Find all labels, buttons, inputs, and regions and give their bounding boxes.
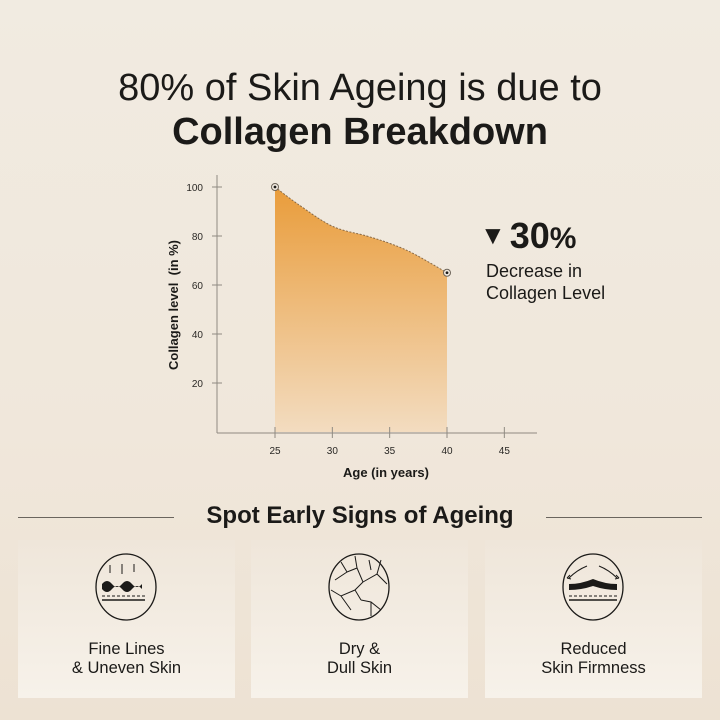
y-tick-label: 80	[192, 232, 204, 243]
x-tick-label: 35	[384, 446, 396, 457]
headline-line1: 80% of Skin Ageing is due to	[118, 67, 602, 109]
card-label-1: Dry &	[338, 640, 381, 658]
cracked-skin-icon	[328, 553, 390, 621]
data-point-dot	[273, 185, 277, 189]
y-tick-label: 40	[192, 330, 204, 341]
y-tick-label: 100	[186, 183, 203, 194]
divider	[546, 517, 702, 518]
stat-caption-2: Collagen Level	[486, 283, 606, 303]
x-tick-label: 30	[327, 446, 339, 457]
collagen-chart: 20 40 60 80 100 25 30 35 40 45 Age (in years) Col…	[166, 175, 537, 480]
stat-value: 30	[509, 215, 550, 256]
x-tick-label: 40	[441, 446, 453, 457]
card-dry-skin: Dry & Dull Skin	[251, 540, 468, 698]
triangle-down-icon: ▼	[480, 220, 506, 250]
stat-caption-1: Decrease in	[486, 261, 583, 281]
card-fine-lines: Fine Lines & Uneven Skin	[18, 540, 235, 698]
card-label-2: Skin Firmness	[541, 659, 646, 677]
y-axis-label: Collagen level (in %)	[166, 240, 181, 370]
sagging-skin-icon	[562, 553, 624, 621]
stat-unit: %	[549, 222, 577, 255]
decrease-stat: ▼ 30% Decrease in Collagen Level	[480, 214, 605, 304]
card-label-1: Fine Lines	[88, 640, 165, 658]
headline-line2: Collagen Breakdown	[172, 111, 548, 153]
data-point-dot	[445, 271, 449, 275]
y-tick-label: 60	[192, 281, 204, 292]
card-label-2: Dull Skin	[326, 659, 393, 677]
y-tick-label: 20	[192, 379, 204, 390]
card-label-2: & Uneven Skin	[71, 659, 182, 677]
fine-lines-icon	[95, 553, 157, 621]
card-label-1: Reduced	[560, 640, 627, 658]
section-title: Spot Early Signs of Ageing	[206, 502, 514, 529]
series-line	[274, 186, 448, 274]
area-fill	[275, 187, 447, 432]
x-axis-label: Age (in years)	[343, 465, 429, 480]
x-tick-label: 45	[499, 446, 511, 457]
divider	[18, 517, 174, 518]
x-tick-label: 25	[269, 446, 281, 457]
section-header: Spot Early Signs of Ageing	[0, 500, 720, 532]
card-firmness: Reduced Skin Firmness	[485, 540, 702, 698]
